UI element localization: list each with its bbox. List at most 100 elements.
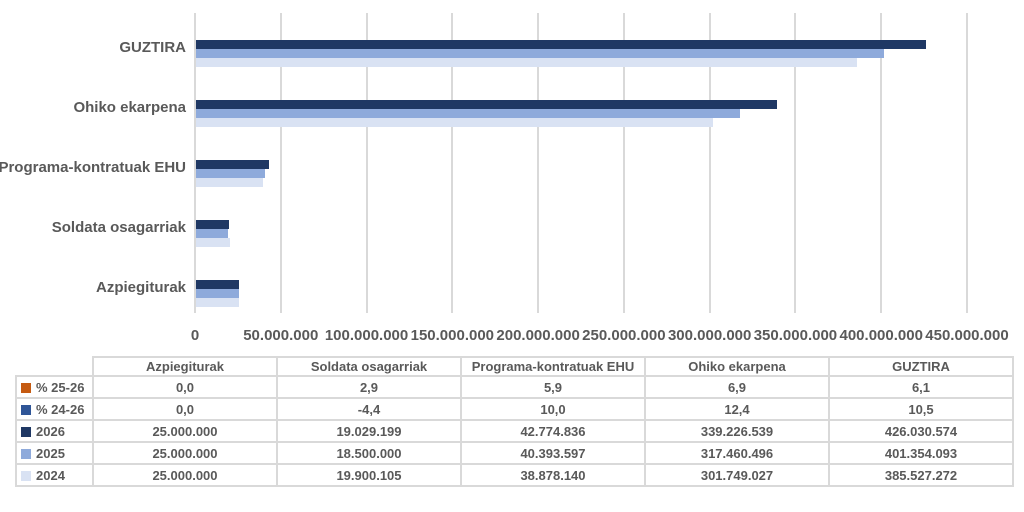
value-cell: 25.000.000 (92, 419, 278, 443)
bar-2026 (196, 280, 239, 289)
row-label: % 24-26 (36, 401, 85, 417)
plot-area-gridlines (194, 13, 968, 313)
row-label: 2025 (36, 445, 65, 461)
row-label-cell: % 25-26 (15, 375, 94, 399)
category-label: GUZTIRA (119, 38, 186, 56)
column-header: Ohiko ekarpena (644, 356, 830, 377)
row-label-cell: 2026 (15, 419, 94, 443)
table-header: Azpiegiturak Soldata osagarriak Programa-k… (16, 356, 1014, 377)
value-cell: 19.029.199 (276, 419, 462, 443)
table-row: 2025 25.000.000 18.500.000 40.393.597 317.46… (15, 441, 1014, 465)
bar-2026 (196, 220, 229, 229)
value-cell: 339.226.539 (644, 419, 830, 443)
category-label: Programa-kontratuak EHU (0, 158, 186, 176)
legend-swatch-icon (21, 382, 31, 393)
gridline (622, 13, 625, 313)
value-cell: 19.900.105 (276, 463, 462, 487)
value-cell: 6,1 (828, 375, 1014, 399)
value-cell: 38.878.140 (460, 463, 646, 487)
summary-table: Azpiegiturak Soldata osagarriak Programa-k… (15, 356, 1014, 487)
bar-group (196, 13, 967, 73)
bar-2024 (196, 58, 857, 67)
category-label: Ohiko ekarpena (73, 98, 186, 116)
value-cell: 12,4 (644, 397, 830, 421)
bar-chart: GUZTIRA Ohiko ekarpena Programa-kontratuak… (0, 13, 1009, 347)
bar-2024 (196, 298, 239, 307)
bar-2026 (196, 100, 778, 109)
x-axis-tick-label: 450.000.000 (925, 327, 1009, 344)
bar-2026 (196, 160, 270, 169)
value-cell: 42.774.836 (460, 419, 646, 443)
value-cell: 2,9 (276, 375, 462, 399)
value-cell: 317.460.496 (644, 441, 830, 465)
bar-2024 (196, 178, 263, 187)
bar-2025 (196, 49, 884, 58)
legend-swatch-icon (21, 426, 31, 437)
bar-2025 (196, 109, 740, 118)
value-cell: 5,9 (460, 375, 646, 399)
value-cell: 401.354.093 (828, 441, 1014, 465)
row-label-cell: % 24-26 (15, 397, 94, 421)
value-cell: 25.000.000 (92, 441, 278, 465)
row-label: 2026 (36, 423, 65, 439)
value-cell: -4,4 (276, 397, 462, 421)
gridline (966, 13, 968, 313)
table-row: % 24-26 0,0 -4,4 10,0 12,4 10,5 (15, 397, 1014, 421)
gridline (365, 13, 368, 313)
table-row: 2024 25.000.000 19.900.105 38.878.140 301.74… (15, 463, 1014, 487)
bar-2026 (196, 40, 926, 49)
gridline (708, 13, 711, 313)
value-cell: 40.393.597 (460, 441, 646, 465)
category-label: Azpiegiturak (95, 278, 186, 296)
plot-area-bars (196, 13, 967, 313)
value-cell: 18.500.000 (276, 441, 462, 465)
row-label: 2024 (36, 467, 65, 483)
table-corner-cell (16, 357, 93, 376)
gridline (279, 13, 282, 313)
value-cell: 385.527.272 (828, 463, 1014, 487)
value-cell: 25.000.000 (92, 463, 278, 487)
gridline (794, 13, 797, 313)
category-axis: GUZTIRA Ohiko ekarpena Programa-kontratuak… (0, 13, 186, 313)
gridline (194, 13, 196, 313)
x-axis-tick-label: 100.000.000 (324, 327, 409, 344)
value-cell: 0,0 (92, 375, 278, 399)
value-axis: 0 50.000.000 100.000.000 150.000.000 200.000… (191, 327, 1009, 347)
column-header: GUZTIRA (828, 356, 1014, 377)
value-cell: 10,0 (460, 397, 646, 421)
table-row: 2026 25.000.000 19.029.199 42.774.836 339.22… (15, 419, 1014, 443)
legend-swatch-icon (21, 404, 31, 415)
value-cell: 6,9 (644, 375, 830, 399)
gridline (880, 13, 883, 313)
value-cell: 0,0 (92, 397, 278, 421)
bar-2025 (196, 289, 239, 298)
legend-swatch-icon (21, 470, 31, 481)
value-cell: 301.749.027 (644, 463, 830, 487)
table-row: % 25-26 0,0 2,9 5,9 6,9 6,1 (15, 375, 1014, 399)
x-axis-tick-label: 0 (190, 327, 200, 344)
row-label: % 25-26 (36, 379, 85, 395)
x-axis-tick-label: 250.000.000 (582, 327, 666, 344)
category-label: Soldata osagarriak (51, 218, 186, 236)
row-label-cell: 2024 (15, 463, 94, 487)
gridline (451, 13, 454, 313)
bar-group (196, 73, 967, 133)
x-axis-tick-label: 200.000.000 (496, 327, 580, 344)
column-header: Azpiegiturak (92, 356, 278, 377)
x-axis-tick-label: 300.000.000 (667, 327, 752, 344)
legend-swatch-icon (21, 448, 31, 459)
bar-group (196, 133, 967, 193)
table-body: % 25-26 0,0 2,9 5,9 6,9 6,1 % 24-26 0,0 -4,4 10,0… (15, 375, 1014, 487)
x-axis-tick-label: 150.000.000 (410, 327, 495, 344)
value-cell: 10,5 (828, 397, 1014, 421)
bar-2024 (196, 118, 713, 127)
column-header: Soldata osagarriak (276, 356, 462, 377)
x-axis-tick-label: 50.000.000 (243, 327, 319, 344)
x-axis-tick-label: 400.000.000 (839, 327, 923, 344)
bar-group (196, 193, 967, 253)
value-cell: 426.030.574 (828, 419, 1014, 443)
x-axis-tick-label: 350.000.000 (753, 327, 838, 344)
bar-2024 (196, 238, 231, 247)
bar-2025 (196, 229, 228, 238)
